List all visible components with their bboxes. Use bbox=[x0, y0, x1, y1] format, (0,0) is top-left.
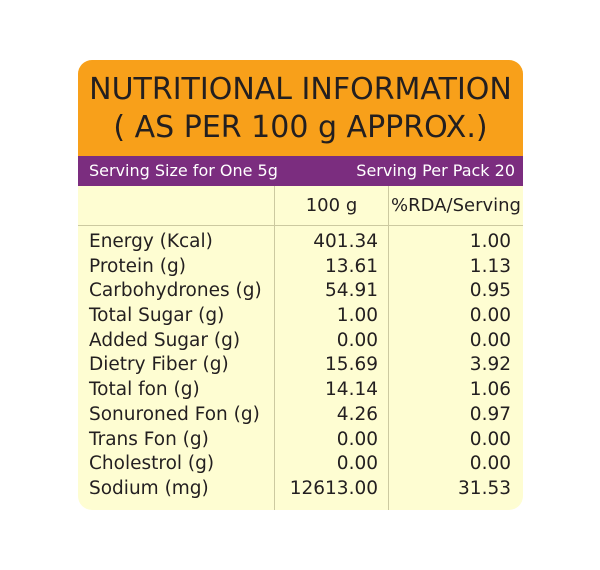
table-row: Carbohydrones (g) 54.91 0.95 bbox=[78, 279, 523, 304]
value-per-100g: 401.34 bbox=[313, 231, 378, 252]
nutrient-name: Trans Fon (g) bbox=[89, 428, 209, 450]
table-row: Total Sugar (g) 1.00 0.00 bbox=[78, 304, 523, 329]
title-line-1: NUTRITIONAL INFORMATION bbox=[89, 72, 512, 107]
column-header-rda: %RDA/Serving bbox=[391, 195, 521, 216]
value-rda: 3.92 bbox=[469, 354, 511, 376]
serving-size: Serving Size for One 5g bbox=[89, 161, 278, 180]
value-rda: 0.00 bbox=[469, 428, 511, 450]
value-rda: 0.00 bbox=[469, 329, 511, 351]
nutrient-name: Total fon (g) bbox=[89, 379, 200, 401]
value-rda: 1.06 bbox=[469, 379, 511, 401]
value-per-100g: 14.14 bbox=[325, 379, 378, 401]
table-row: Total fon (g) 14.14 1.06 bbox=[78, 378, 523, 403]
table-row: Protein (g) 13.61 1.13 bbox=[78, 255, 523, 280]
nutrient-name: Sonuroned Fon (g) bbox=[89, 403, 260, 425]
title-line-2: ( AS PER 100 g APPROX.) bbox=[113, 110, 488, 145]
value-rda: 31.53 bbox=[458, 477, 511, 499]
table-row: Dietry Fiber (g) 15.69 3.92 bbox=[78, 353, 523, 378]
nutrient-name: Protein (g) bbox=[89, 255, 186, 277]
value-rda: 0.00 bbox=[469, 453, 511, 475]
nutrition-panel: NUTRITIONAL INFORMATION ( AS PER 100 g A… bbox=[78, 60, 523, 510]
value-rda: 1.13 bbox=[469, 255, 511, 277]
column-divider bbox=[274, 186, 275, 510]
table-row: Trans Fon (g) 0.00 0.00 bbox=[78, 428, 523, 453]
value-per-100g: 0.00 bbox=[336, 453, 378, 475]
value-rda: 1.00 bbox=[469, 231, 511, 252]
column-header-100g: 100 g bbox=[305, 195, 358, 216]
value-per-100g: 15.69 bbox=[325, 354, 378, 376]
value-per-100g: 1.00 bbox=[336, 305, 378, 327]
nutrient-name: Added Sugar (g) bbox=[89, 329, 241, 351]
column-divider bbox=[388, 186, 389, 510]
table-row: Added Sugar (g) 0.00 0.00 bbox=[78, 329, 523, 354]
nutrient-name: Dietry Fiber (g) bbox=[89, 354, 229, 376]
nutrient-name: Sodium (mg) bbox=[89, 477, 209, 499]
serving-bar: Serving Size for One 5g Serving Per Pack… bbox=[78, 156, 523, 186]
header-divider bbox=[78, 225, 523, 226]
value-per-100g: 13.61 bbox=[325, 255, 378, 277]
table-row: Energy (Kcal) 401.34 1.00 bbox=[78, 230, 523, 255]
table-row: Sodium (mg) 12613.00 31.53 bbox=[78, 477, 523, 502]
nutrient-name: Cholestrol (g) bbox=[89, 453, 215, 475]
value-per-100g: 4.26 bbox=[336, 403, 378, 425]
value-rda: 0.00 bbox=[469, 305, 511, 327]
value-per-100g: 0.00 bbox=[336, 428, 378, 450]
value-per-100g: 12613.00 bbox=[289, 477, 378, 499]
title-banner: NUTRITIONAL INFORMATION ( AS PER 100 g A… bbox=[78, 60, 523, 156]
value-rda: 0.97 bbox=[469, 403, 511, 425]
nutrient-name: Energy (Kcal) bbox=[89, 231, 213, 252]
nutrient-name: Carbohydrones (g) bbox=[89, 280, 262, 302]
nutrient-name: Total Sugar (g) bbox=[89, 305, 225, 327]
table-row: Cholestrol (g) 0.00 0.00 bbox=[78, 452, 523, 477]
value-rda: 0.95 bbox=[469, 280, 511, 302]
table-row: Sonuroned Fon (g) 4.26 0.97 bbox=[78, 403, 523, 428]
value-per-100g: 54.91 bbox=[325, 280, 378, 302]
value-per-100g: 0.00 bbox=[336, 329, 378, 351]
servings-per-pack: Serving Per Pack 20 bbox=[356, 161, 515, 180]
nutrient-table: Energy (Kcal) 401.34 1.00 Protein (g) 13… bbox=[78, 230, 523, 502]
